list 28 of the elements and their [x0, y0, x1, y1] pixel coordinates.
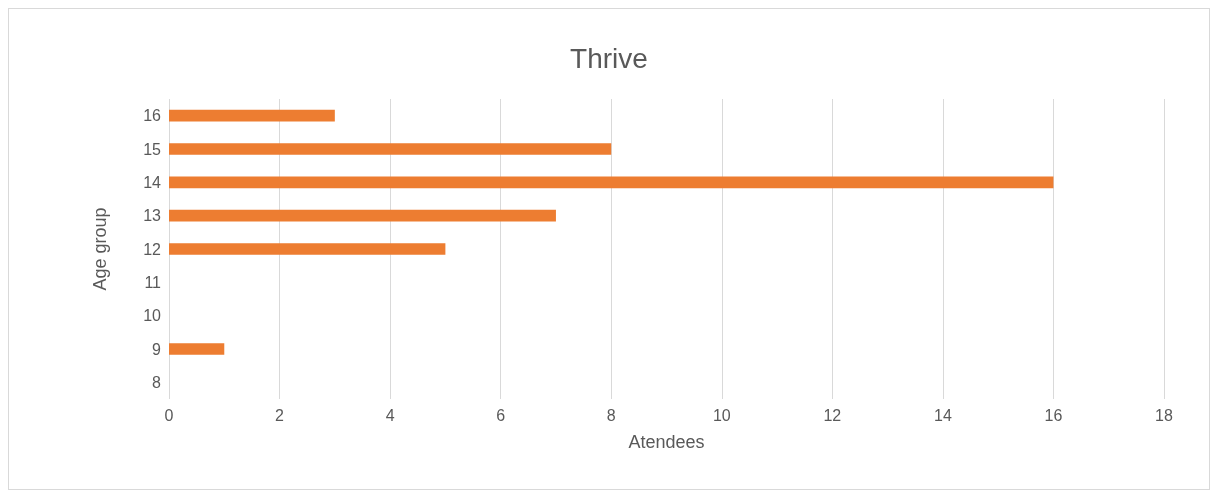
y-tick-label: 16 [143, 107, 162, 125]
y-tick-label: 12 [143, 240, 162, 258]
y-tick-label: 9 [152, 340, 162, 358]
x-tick-label: 4 [385, 406, 395, 424]
y-tick-label: 10 [143, 307, 162, 325]
x-tick-label: 12 [823, 406, 842, 424]
x-tick-label: 14 [933, 406, 952, 424]
bar [169, 343, 225, 355]
y-tick-label: 8 [152, 373, 162, 391]
y-tick-label: 13 [143, 207, 162, 225]
bar [169, 109, 335, 122]
x-tick-label: 16 [1044, 406, 1063, 424]
x-tick-label: 6 [496, 406, 506, 424]
bar [169, 243, 446, 255]
y-tick-label: 15 [143, 140, 162, 158]
x-tick-label: 2 [275, 406, 285, 424]
bar [169, 176, 1054, 189]
y-axis-title: Age group [90, 207, 110, 291]
x-tick-label: 0 [164, 406, 174, 424]
chart-title: Thrive [570, 42, 648, 74]
bar [169, 209, 556, 222]
x-tick-label: 8 [606, 406, 616, 424]
x-axis-title: Atendees [628, 432, 705, 452]
x-tick-label: 18 [1155, 406, 1173, 424]
x-tick-label: 10 [712, 406, 731, 424]
bar [169, 143, 612, 155]
y-tick-label: 14 [143, 173, 162, 191]
y-tick-label: 11 [144, 273, 162, 291]
